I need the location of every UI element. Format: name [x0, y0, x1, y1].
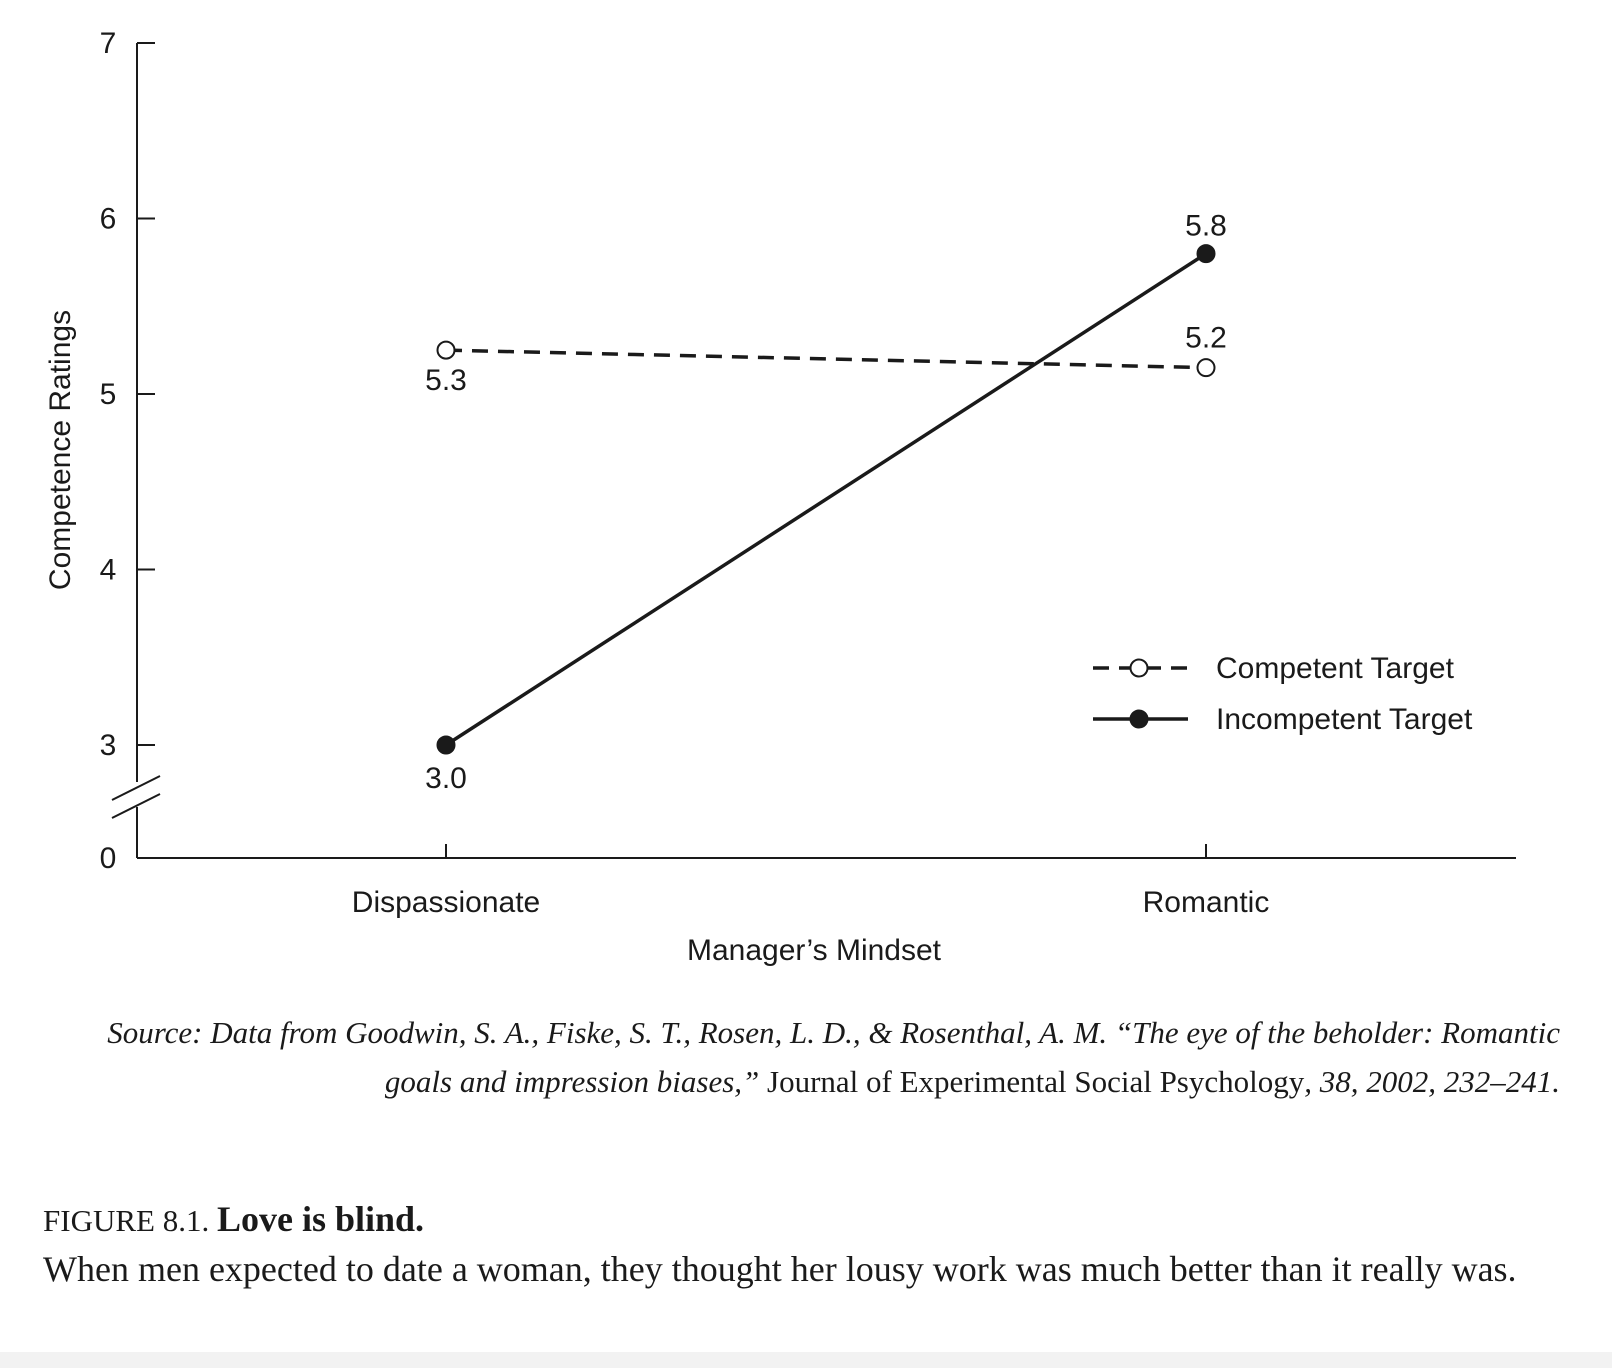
page-bottom-edge [0, 1352, 1612, 1368]
data-label: 5.2 [1185, 322, 1227, 355]
figure-text: When men expected to date a woman, they … [43, 1249, 1517, 1289]
x-ticks: Dispassionate Romantic [352, 844, 1270, 919]
series-line [445, 252, 1207, 747]
y-axis-label: Competence Ratings [44, 310, 77, 590]
series-line [445, 348, 1207, 370]
data-point [1196, 244, 1216, 264]
x-axis-label: Manager’s Mindset [687, 934, 942, 967]
data-label: 5.3 [425, 364, 467, 397]
data-label: 5.8 [1185, 210, 1227, 243]
y-tick-label: 5 [100, 378, 117, 411]
data-point [436, 735, 456, 755]
y-tick-label: 3 [100, 729, 117, 762]
figure-number: FIGURE 8.1. [43, 1203, 210, 1238]
axis-break-mark [111, 775, 161, 801]
legend-label: Competent Target [1216, 652, 1455, 685]
data-point [1196, 358, 1216, 378]
y-tick-label: 4 [100, 554, 117, 587]
series-group: 5.3 5.2 3.0 5.8 [425, 210, 1227, 795]
source-journal: Journal of Experimental Social Psycholog… [767, 1064, 1305, 1099]
y-tick-label: 6 [100, 203, 117, 236]
legend: Competent Target Incompetent Target [1093, 652, 1473, 736]
y-tick-label: 0 [100, 842, 117, 875]
data-point [436, 340, 456, 360]
y-tick-label: 7 [100, 27, 117, 60]
source-prefix: Source: Data from Goodwin, S. A., Fiske,… [107, 1015, 1560, 1099]
legend-marker [1129, 709, 1149, 729]
legend-label: Incompetent Target [1216, 703, 1473, 736]
source-note: Source: Data from Goodwin, S. A., Fiske,… [100, 1008, 1560, 1106]
x-tick-label: Dispassionate [352, 886, 540, 919]
x-tick-label: Romantic [1143, 886, 1270, 919]
axis-break-mark [111, 793, 161, 819]
axes [111, 43, 1516, 859]
data-label: 3.0 [425, 762, 467, 795]
figure-title: Love is blind. [216, 1199, 425, 1239]
y-ticks: 7 6 5 4 3 0 [100, 27, 155, 875]
source-details: , 38, 2002, 232–241. [1304, 1064, 1560, 1099]
legend-marker [1129, 658, 1149, 678]
figure-caption: FIGURE 8.1. Love is blind. When men expe… [43, 1195, 1583, 1293]
